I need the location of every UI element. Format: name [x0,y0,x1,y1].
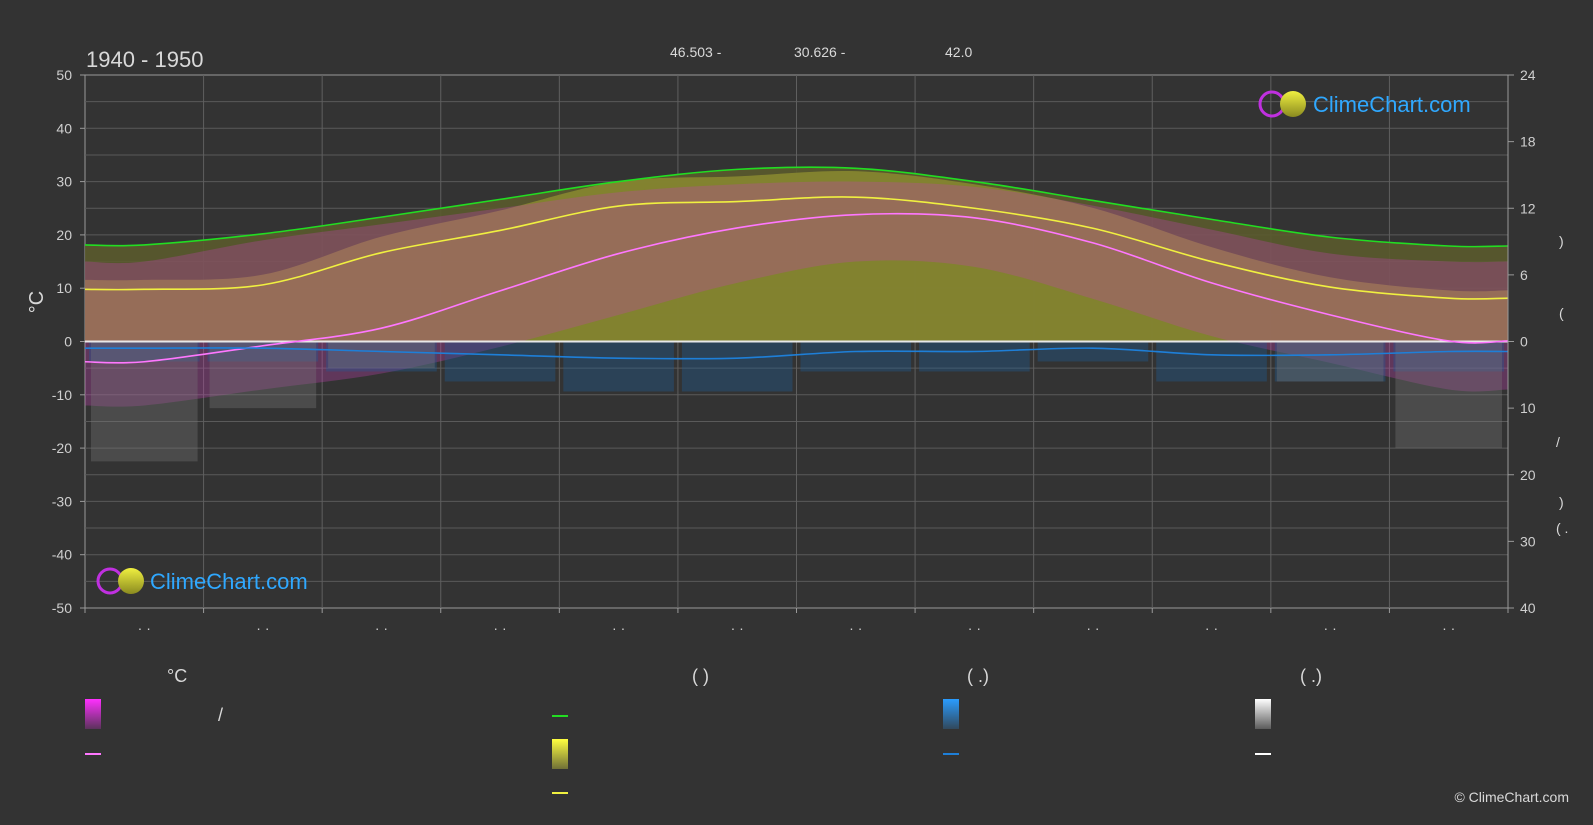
rain-bar [563,341,674,392]
left-tick-label: -40 [52,547,72,563]
right-tick-label-mm: 40 [1520,600,1536,616]
daylight-line [84,166,1509,248]
month-tick-label: · · [1205,620,1218,636]
rain-bar [1274,341,1386,382]
logo-sun-icon [1280,91,1306,117]
month-tick-label: · · [493,620,506,636]
right-unit-mark: ) [1559,494,1564,510]
brand-logo-top: ClimeChart.com [1258,90,1471,118]
snow-bar [209,341,317,409]
legend-swatch-sunshine [552,739,568,769]
month-tick-label: · · [968,620,981,636]
legend-title-sun: ( ) [692,666,709,686]
left-tick-label: 30 [56,174,72,190]
legend-swatch-rain [943,699,959,729]
right-unit-mark: ( . [1556,520,1568,536]
header-stat-1: 46.503 - [670,44,722,60]
snow-bar [328,341,435,369]
left-tick-label: 40 [56,120,72,136]
legend-title-rain: ( .) [967,666,989,686]
right-tick-label-hours: 0 [1520,334,1528,350]
rain-bar [89,341,200,362]
month-tick-label: · · [1324,620,1337,636]
left-tick-label: 0 [64,334,72,350]
rain-bar [1393,341,1504,372]
legend: °C / ( ) ( .) ( .) [85,666,1322,794]
x-axis: · · · · · · · · · · · · · · · · · · · · · · · · [84,608,1509,636]
rain-bar [444,341,556,382]
sunshine-line [84,196,1509,300]
month-tick-label: · · [375,620,388,636]
snow-bar [1276,341,1384,382]
copyright: © ClimeChart.com [1454,789,1569,805]
brand-name-top: ClimeChart.com [1313,92,1471,117]
snow-bar [1395,341,1502,449]
rain-bar [800,341,912,372]
rain-line [85,347,1509,360]
header-stat-2: 30.626 - [794,44,846,60]
right-tick-label-mm: 10 [1520,400,1536,416]
brand-name-bottom: ClimeChart.com [150,569,308,594]
month-tick-label: · · [731,620,744,636]
rain-bar [681,341,793,392]
right-tick-label-hours: 12 [1520,200,1536,216]
rain-bar [919,341,1030,372]
legend-swatch-temp-range [85,699,101,729]
month-tick-label: · · [256,620,269,636]
month-tick-label: · · [1442,620,1455,636]
month-tick-label: · · [612,620,625,636]
left-tick-label: 10 [56,280,72,296]
period-title: 1940 - 1950 [86,47,203,72]
left-tick-label: -10 [52,387,72,403]
plot-area [84,74,1509,609]
temperature-range-band [85,181,1508,407]
legend-title-snow: ( .) [1300,666,1322,686]
left-tick-label: -30 [52,493,72,509]
rain-bar [326,341,437,372]
left-tick-label: -50 [52,600,72,616]
left-tick-label: -20 [52,440,72,456]
logo-sun-icon [118,568,144,594]
right-tick-label-hours: 18 [1520,134,1536,150]
brand-logo-bottom: ClimeChart.com [96,567,308,595]
month-tick-label: · · [849,620,862,636]
mean-temperature-line [84,212,1509,364]
rain-bar [207,341,319,362]
right-axis: 24 18 12 6 0 10 20 30 40 [1507,67,1536,616]
legend-title-temp: °C [167,666,187,686]
right-tick-label-hours: 6 [1520,267,1528,283]
month-tick-label: · · [1086,620,1099,636]
right-tick-label-hours: 24 [1520,67,1536,83]
rain-bar [1156,341,1267,382]
snow-bar [91,341,198,462]
header-stat-3: 42.0 [945,44,972,60]
left-axis: 50 40 30 20 10 0 -10 -20 -30 -40 -50 [52,67,85,616]
month-tick-label: · · [138,620,151,636]
right-unit-mark: ( [1559,305,1564,321]
legend-swatch-snow [1255,699,1271,729]
legend-slash: / [218,705,223,725]
right-tick-label-mm: 20 [1520,467,1536,483]
sunshine-area [85,170,1508,342]
right-axis-unit-marks: ) ( / ) ( . [1556,233,1568,536]
right-unit-mark: / [1556,434,1560,450]
rain-bar [1037,341,1149,362]
left-tick-label: 20 [56,227,72,243]
left-axis-unit: °C [26,291,48,313]
right-unit-mark: ) [1559,233,1564,249]
right-tick-label-mm: 30 [1520,533,1536,549]
left-tick-label: 50 [56,67,72,83]
